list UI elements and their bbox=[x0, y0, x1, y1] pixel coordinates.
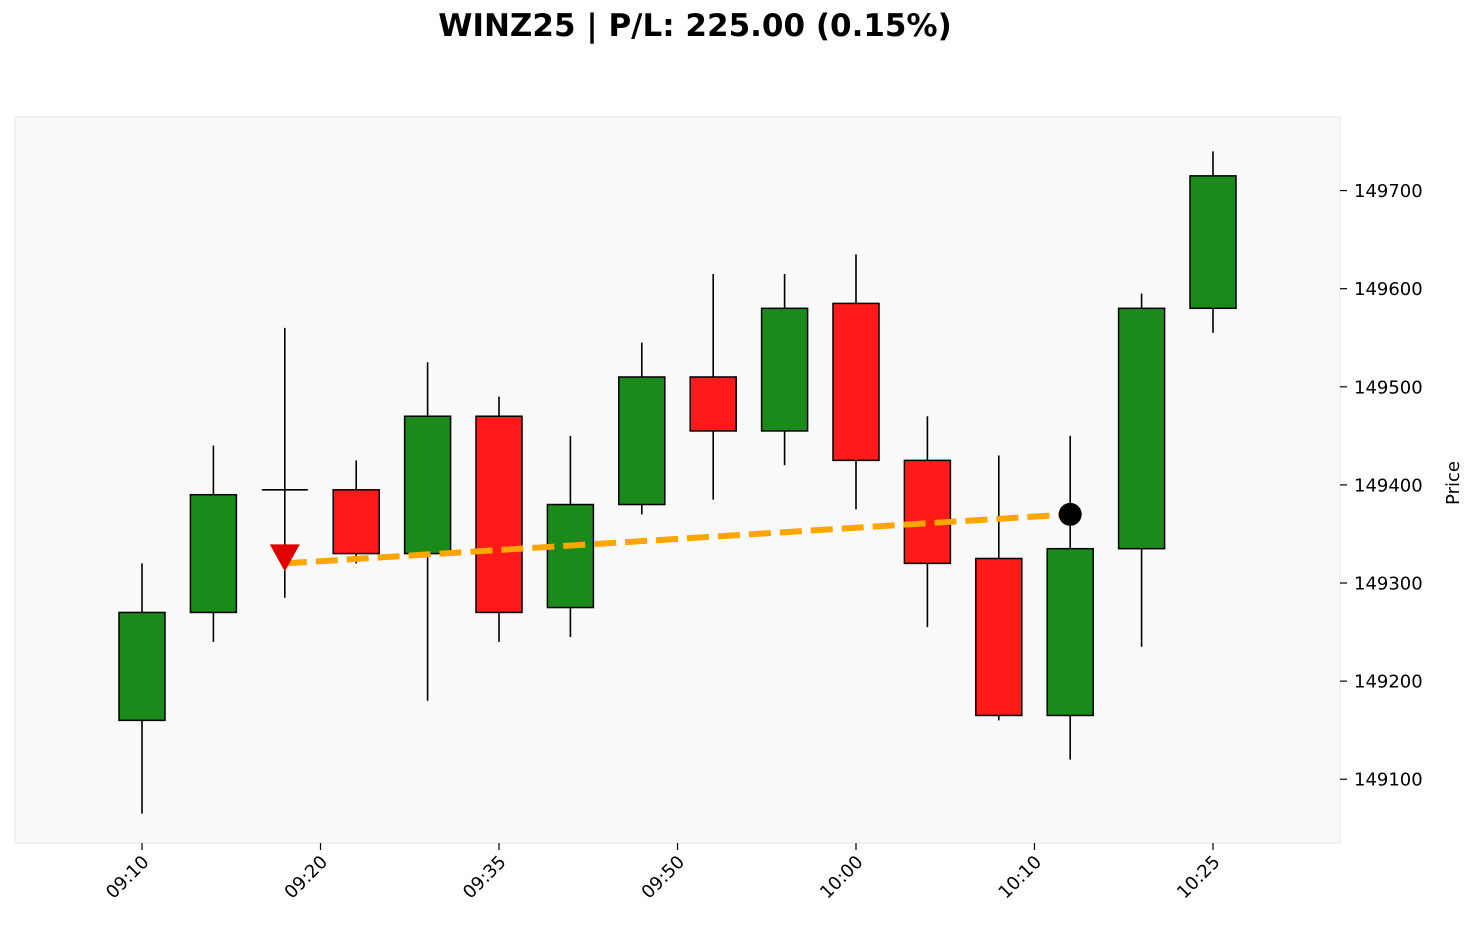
candle-body bbox=[189, 493, 238, 614]
candle-body bbox=[689, 376, 737, 432]
candle-body bbox=[832, 302, 880, 462]
x-tick-label: 09:35 bbox=[459, 852, 511, 904]
x-axis: 09:10 09:20 09:35 09:50 10:00 10:10 10:25 bbox=[102, 843, 1225, 903]
y-tick-label: 149300 bbox=[1354, 574, 1423, 595]
entry-marker bbox=[269, 544, 300, 572]
x-tick-label: 09:50 bbox=[638, 852, 690, 904]
candle-body bbox=[618, 376, 666, 506]
trade-line bbox=[284, 511, 1071, 567]
chart-title: WINZ25 | P/L: 225.00 (0.15%) bbox=[438, 8, 952, 44]
y-tick-label: 149100 bbox=[1354, 770, 1423, 791]
y-tick-label: 149200 bbox=[1354, 672, 1423, 693]
candle-body bbox=[475, 415, 523, 614]
candles-group bbox=[118, 151, 1237, 814]
candle-body bbox=[975, 557, 1023, 717]
y-tick-label: 149600 bbox=[1354, 279, 1423, 300]
candle-body bbox=[760, 307, 809, 432]
candle-body bbox=[1189, 175, 1237, 310]
x-tick-label: 10:25 bbox=[1173, 852, 1225, 904]
candle-body bbox=[403, 415, 452, 555]
x-tick-label: 09:10 bbox=[102, 852, 154, 904]
candle-body bbox=[1117, 307, 1166, 550]
x-tick-label: 10:00 bbox=[816, 852, 868, 904]
candle-body bbox=[546, 503, 595, 609]
candle-body bbox=[1046, 547, 1094, 717]
candle-body bbox=[332, 489, 380, 555]
y-tick-label: 149500 bbox=[1354, 377, 1423, 398]
y-axis-label: Price bbox=[1443, 461, 1464, 505]
x-tick-label: 10:10 bbox=[995, 852, 1047, 904]
exit-marker bbox=[1058, 502, 1082, 526]
candle-body bbox=[118, 611, 166, 722]
x-tick-label: 09:20 bbox=[281, 852, 333, 904]
y-axis: 149100 149200 149300 149400 149500 149600 1497… bbox=[1340, 181, 1423, 791]
y-tick-label: 149700 bbox=[1354, 181, 1423, 202]
candle-body bbox=[903, 459, 952, 565]
y-tick-label: 149400 bbox=[1354, 475, 1423, 496]
trade-group bbox=[269, 502, 1082, 572]
